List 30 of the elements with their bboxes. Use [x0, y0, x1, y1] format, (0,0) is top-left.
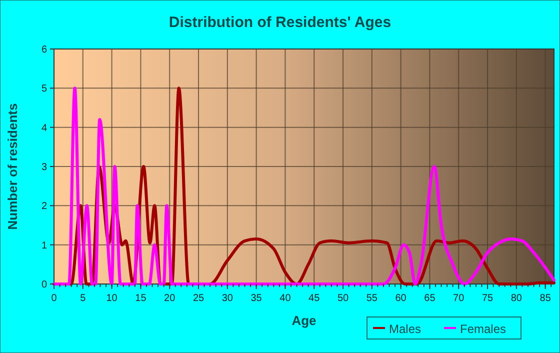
y-axis-title: Number of residents: [5, 103, 20, 230]
x-tick-label: 35: [250, 293, 262, 304]
x-tick-label: 80: [510, 293, 522, 304]
x-tick-label: 5: [80, 293, 86, 304]
x-tick-label: 50: [337, 293, 350, 304]
y-tick-label: 5: [41, 84, 48, 95]
x-tick-label: 40: [280, 293, 292, 304]
x-tick-label: 60: [395, 293, 407, 304]
x-tick-label: 25: [192, 293, 205, 304]
y-tick-label: 0: [41, 280, 48, 290]
x-tick-label: 85: [540, 293, 552, 304]
x-tick-label: 55: [366, 293, 378, 304]
x-tick-label: 20: [164, 293, 176, 304]
x-tick-label: 0: [51, 293, 58, 304]
x-tick-label: 70: [453, 293, 465, 304]
y-tick-label: 6: [41, 44, 48, 56]
y-tick-label: 1: [41, 240, 48, 252]
x-tick-label: 65: [424, 293, 436, 304]
x-tick-label: 75: [482, 293, 494, 304]
x-axis-title: Age: [292, 313, 316, 328]
legend-label: Males: [389, 322, 422, 336]
x-tick-label: 10: [106, 293, 118, 304]
x-tick-label: 15: [135, 293, 147, 304]
chart-title: Distribution of Residents' Ages: [168, 14, 392, 31]
legend-label: Females: [460, 322, 506, 336]
y-tick-label: 3: [41, 162, 48, 173]
y-tick-label: 4: [41, 122, 48, 134]
x-tick-label: 45: [308, 293, 320, 304]
x-tick-label: 30: [222, 293, 234, 304]
y-tick-label: 2: [41, 201, 48, 212]
